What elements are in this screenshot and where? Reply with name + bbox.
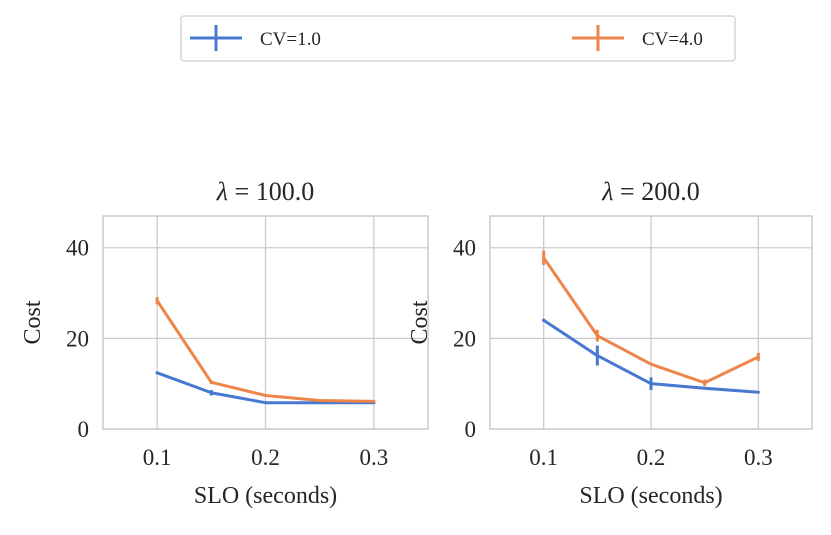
series (542, 250, 760, 386)
chart-panels: 0.1 0.2 0.3 0 20 40 λ = 100.0 SLO (seconds) Cost… (20, 177, 813, 509)
y-tick-label: 20 (66, 326, 89, 351)
x-tick-label: 0.1 (143, 445, 172, 470)
title-symbol: λ (601, 177, 613, 206)
y-tick-label: 40 (453, 236, 476, 261)
y-tick-label: 20 (453, 326, 476, 351)
y-tick-label: 40 (66, 236, 89, 261)
plot-frame (489, 215, 813, 430)
chart-title: λ = 100.0 (216, 177, 314, 206)
x-tick-label: 0.2 (251, 445, 280, 470)
chart-panel: 0.1 0.2 0.3 0 20 40 λ = 100.0 SLO (seconds) Cost (20, 177, 429, 509)
x-axis-label: SLO (seconds) (579, 483, 722, 509)
legend-label: CV=4.0 (642, 29, 703, 50)
x-tick-label: 0.2 (637, 445, 666, 470)
y-axis-label: Cost (407, 300, 433, 344)
title-symbol: λ (216, 177, 228, 206)
title-value: = 100.0 (228, 177, 314, 206)
chart-panel: 0.1 0.2 0.3 0 20 40 λ = 200.0 SLO (seconds) Cost (407, 177, 813, 509)
y-tick-label: 0 (465, 417, 477, 442)
x-tick-label: 0.3 (744, 445, 773, 470)
chart-title: λ = 200.0 (601, 177, 699, 206)
legend-item: CV=4.0 (572, 25, 703, 51)
plot-frame (102, 215, 429, 430)
legend: CV=1.0 CV=4.0 (180, 15, 736, 62)
series (542, 318, 760, 394)
legend-label: CV=1.0 (260, 29, 321, 50)
y-axis-label: Cost (20, 300, 46, 344)
legend-item: CV=1.0 (190, 25, 321, 51)
series (155, 297, 376, 403)
x-axis-label: SLO (seconds) (194, 483, 337, 509)
title-value: = 200.0 (614, 177, 700, 206)
x-tick-label: 0.1 (529, 445, 558, 470)
y-tick-label: 0 (78, 417, 90, 442)
x-tick-label: 0.3 (359, 445, 388, 470)
